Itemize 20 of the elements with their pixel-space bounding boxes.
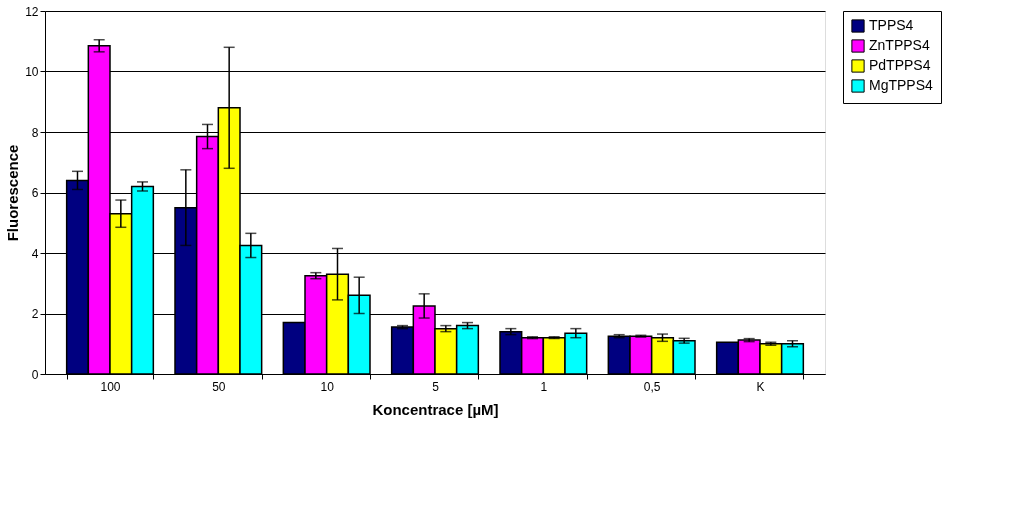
y-tick-label: 8: [31, 125, 39, 140]
x-tick-label: 100: [100, 379, 121, 394]
y-tick-label: 10: [25, 65, 39, 79]
x-tick-label: 10: [320, 379, 335, 394]
legend-label: MgTPPS4: [869, 77, 934, 93]
y-tick-label: 0: [31, 367, 39, 382]
y-tick-label: 4: [31, 246, 39, 261]
x-tick-label: 0,5: [643, 379, 661, 394]
y-tick-label: 12: [25, 4, 39, 19]
x-tick-label: 50: [212, 379, 226, 394]
legend-label: ZnTPPS4: [869, 37, 930, 53]
y-axis-title: Fluorescence: [4, 144, 22, 242]
x-tick-label: 1: [540, 379, 548, 394]
y-tick-label: 2: [31, 307, 39, 321]
x-tick-label: 5: [432, 379, 440, 394]
legend-label: PdTPPS4: [869, 57, 931, 73]
x-tick-label: K: [756, 379, 765, 394]
x-axis-title: Koncentrace [µM]: [372, 400, 499, 418]
legend-label: TPPS4: [869, 17, 914, 33]
y-tick-label: 6: [31, 186, 39, 200]
